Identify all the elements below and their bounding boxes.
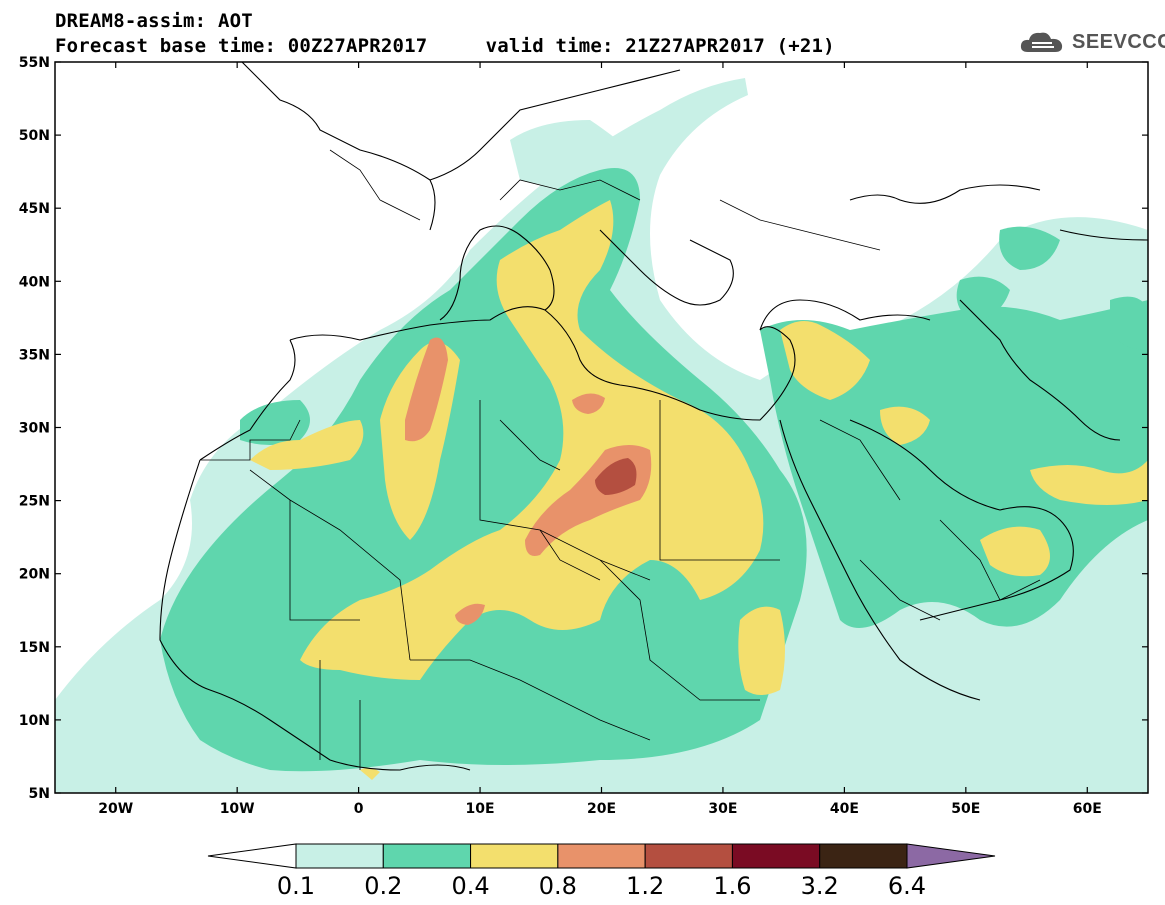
lon-label: 30E xyxy=(708,801,737,817)
lat-label: 10N xyxy=(19,713,50,729)
colorbar-label: 1.6 xyxy=(713,872,751,900)
lon-label: 0 xyxy=(354,801,364,817)
lon-label: 40E xyxy=(830,801,859,817)
colorbar-label: 1.2 xyxy=(626,872,664,900)
colorbar: 0.1 0.2 0.4 0.8 1.2 1.6 3.2 6.4 xyxy=(207,843,996,900)
aot-level-1.2 xyxy=(595,458,637,495)
brand-name: SEEVCCC xyxy=(1072,30,1165,53)
aot-field xyxy=(55,62,1148,793)
colorbar-label: 0.4 xyxy=(451,872,489,900)
chart-title: DREAM8-assim: AOT xyxy=(55,10,253,32)
coastlines xyxy=(159,62,1148,771)
lat-label: 20N xyxy=(19,567,50,583)
lat-label: 55N xyxy=(19,55,50,71)
colorbar-segment xyxy=(819,843,908,869)
lon-label: 20W xyxy=(98,801,133,817)
lat-label: 40N xyxy=(19,274,50,290)
colorbar-segment xyxy=(644,843,733,869)
latitude-axis: 55N 50N 45N 40N 35N 30N 25N 20N 15N 10N 5N xyxy=(19,55,1148,802)
cloud-logo-icon xyxy=(1020,32,1063,52)
lat-label: 50N xyxy=(19,128,50,144)
lon-label: 60E xyxy=(1073,801,1102,817)
country-borders xyxy=(200,149,1041,770)
brand-logo: SEEVCCC xyxy=(1018,28,1165,56)
lat-label: 25N xyxy=(19,494,50,510)
colorbar-label: 0.1 xyxy=(277,872,315,900)
colorbar-label: 0.8 xyxy=(539,872,577,900)
colorbar-label: 3.2 xyxy=(801,872,839,900)
lat-label: 5N xyxy=(29,786,50,802)
lat-label: 30N xyxy=(19,421,50,437)
colorbar-segment xyxy=(295,843,384,869)
colorbar-segment xyxy=(557,843,646,869)
longitude-axis: 20W 10W 0 10E 20E 30E 40E 50E 60E xyxy=(98,62,1102,817)
colorbar-over-triangle xyxy=(906,843,996,869)
colorbar-under-triangle xyxy=(207,843,297,869)
forecast-time-line: Forecast base time: 00Z27APR2017 valid t… xyxy=(55,35,835,57)
lon-label: 10W xyxy=(220,801,255,817)
lon-label: 20E xyxy=(587,801,616,817)
colorbar-segment xyxy=(382,843,472,869)
colorbar-label: 0.2 xyxy=(364,872,402,900)
lat-label: 35N xyxy=(19,347,50,363)
colorbar-segment xyxy=(470,843,559,869)
colorbar-label: 6.4 xyxy=(888,872,926,900)
lon-label: 50E xyxy=(951,801,980,817)
lat-label: 15N xyxy=(19,640,50,656)
colorbar-segment xyxy=(731,843,821,869)
lon-label: 10E xyxy=(466,801,495,817)
lat-label: 45N xyxy=(19,201,50,217)
